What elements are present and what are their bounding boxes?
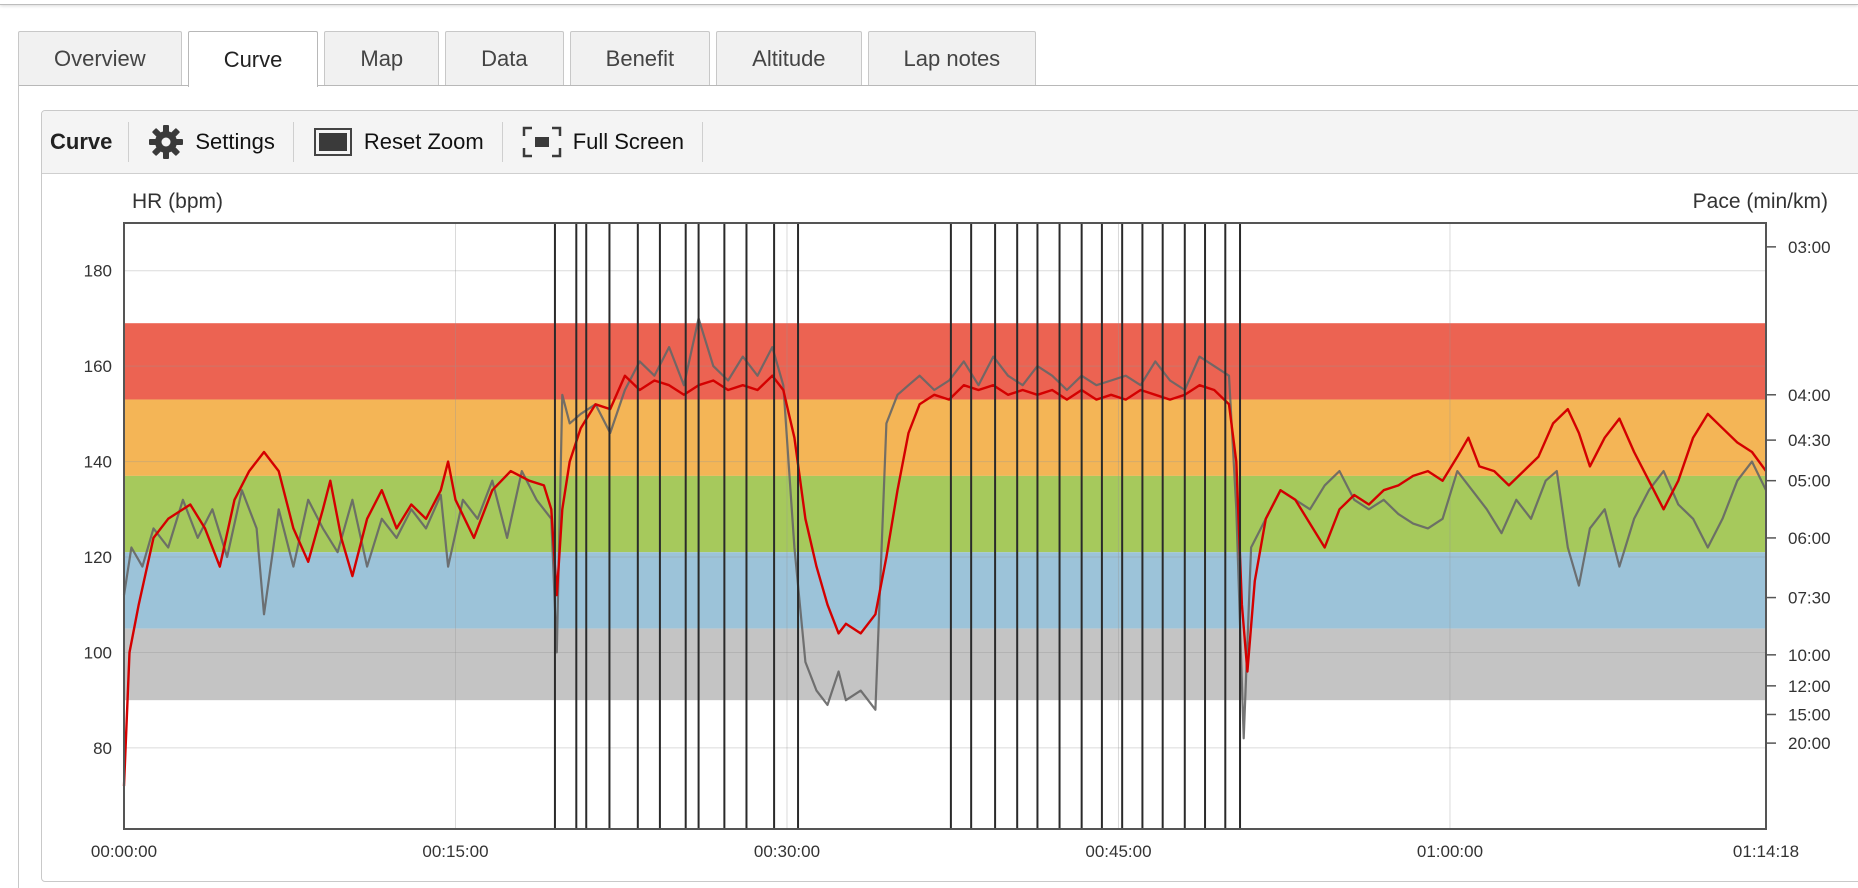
x-tick-label: 00:00:00 [91, 842, 157, 861]
panel-border [18, 85, 19, 888]
reset-zoom-label: Reset Zoom [363, 129, 484, 154]
hr-zone-4-band [124, 399, 1766, 476]
gear-icon [147, 123, 185, 161]
tab-curve[interactable]: Curve [187, 31, 319, 87]
y-tick-label: 120 [84, 548, 112, 567]
y2-axis-title: Pace (min/km) [1693, 190, 1828, 213]
tab-data[interactable]: Data [445, 31, 564, 86]
x-tick-label: 01:14:18 [1733, 842, 1799, 861]
plot-frame [123, 222, 1767, 830]
tab-altitude[interactable]: Altitude [716, 31, 862, 86]
pace-tick-label: 07:30 [1788, 589, 1831, 608]
pace-tick-label: 04:30 [1788, 431, 1831, 450]
pace-tick-label: 05:00 [1788, 472, 1831, 491]
hr-zone-1-band [124, 628, 1766, 701]
full-screen-label: Full Screen [572, 129, 684, 154]
pace-tick-label: 10:00 [1788, 646, 1831, 665]
x-tick-label: 00:30:00 [754, 842, 820, 861]
toolbar-title: Curve [42, 122, 130, 162]
y-tick-label: 100 [84, 643, 112, 662]
chart-toolbar: Curve S [42, 111, 1858, 174]
settings-label: Settings [195, 129, 275, 154]
pace-tick-label: 06:00 [1788, 529, 1831, 548]
tab-benefit[interactable]: Benefit [569, 31, 711, 86]
pace-series-line [122, 317, 1767, 740]
pace-tick-label: 20:00 [1788, 734, 1831, 753]
tab-bar: Overview Curve Map Data Benefit Altitude… [18, 31, 1037, 87]
hr-zone-2-band [124, 552, 1766, 629]
y-tick-label: 140 [84, 453, 112, 472]
pace-tick-label: 12:00 [1788, 677, 1831, 696]
tab-divider [18, 85, 1858, 86]
tab-overview[interactable]: Overview [18, 31, 182, 86]
pace-tick-label: 15:00 [1788, 705, 1831, 724]
pace-tick-label: 04:00 [1788, 386, 1831, 405]
settings-button[interactable]: Settings [129, 122, 294, 162]
hr-zone-3-band [124, 475, 1766, 553]
reset-zoom-button[interactable]: Reset Zoom [294, 122, 503, 162]
reset-zoom-icon [312, 125, 354, 159]
tab-map[interactable]: Map [324, 31, 440, 86]
hr-zone-5-band [124, 323, 1766, 400]
y-tick-label: 180 [84, 262, 112, 281]
y-axis-title: HR (bpm) [132, 190, 223, 213]
x-tick-label: 00:15:00 [422, 842, 488, 861]
x-tick-label: 01:00:00 [1417, 842, 1483, 861]
y-tick-label: 160 [84, 357, 112, 376]
full-screen-icon [521, 125, 563, 159]
x-tick-label: 00:45:00 [1085, 842, 1151, 861]
hr-series-line [122, 374, 1767, 787]
full-screen-button[interactable]: Full Screen [503, 122, 703, 162]
top-panel-edge [0, 0, 1858, 5]
tab-lap-notes[interactable]: Lap notes [867, 31, 1037, 86]
y-tick-label: 80 [93, 739, 112, 758]
pace-tick-label: 03:00 [1788, 238, 1831, 257]
